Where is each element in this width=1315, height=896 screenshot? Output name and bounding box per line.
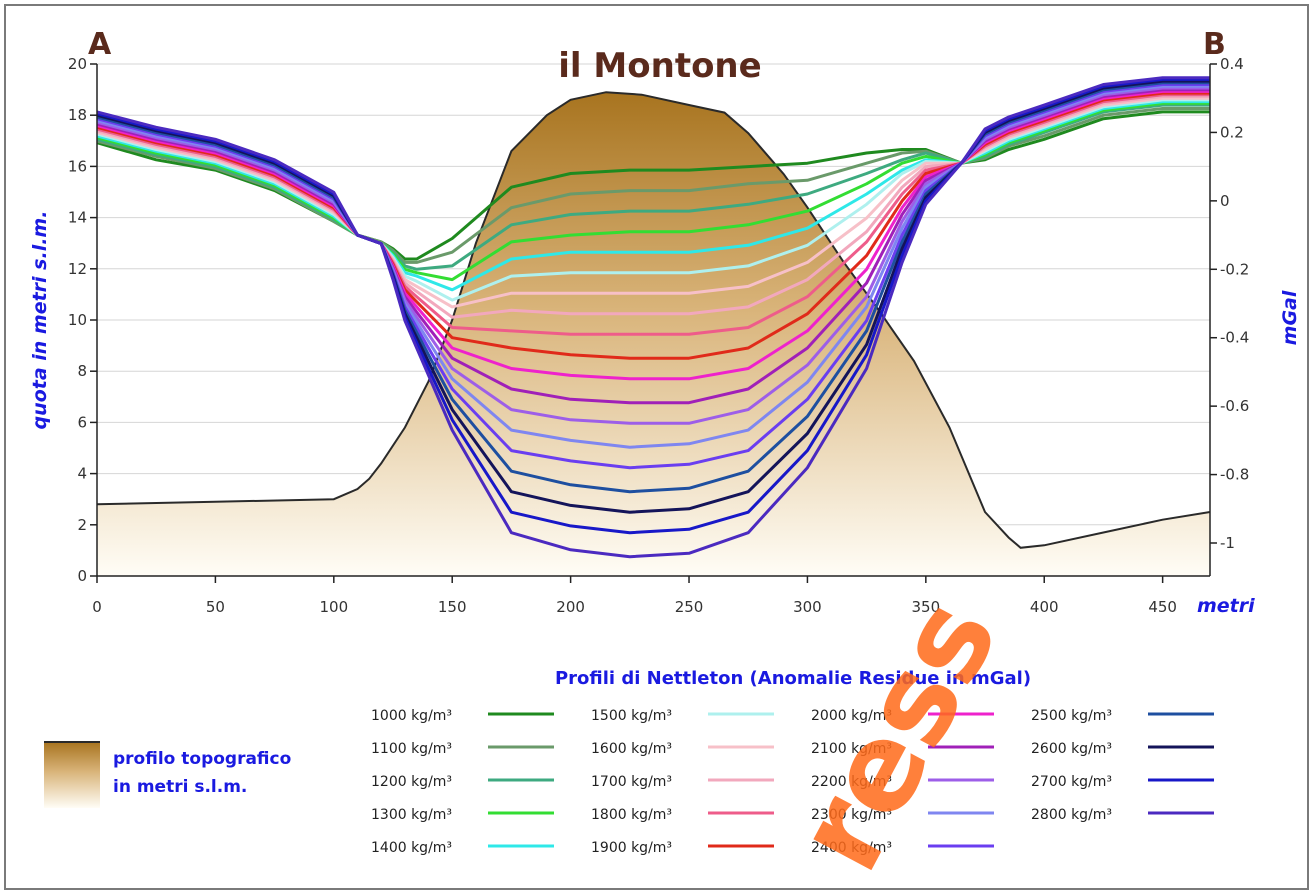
x-tick-label: 400 <box>1030 598 1059 616</box>
legend-entry-label: 1000 kg/m³ <box>371 708 452 724</box>
y-left-tick-label: 4 <box>77 465 87 483</box>
y-axis-right-label: mGal <box>1279 290 1301 345</box>
legend: 1000 kg/m³ 1100 kg/m³ 1200 kg/m³ 1300 kg/m³… <box>371 708 1214 856</box>
legend-entry-label: 1400 kg/m³ <box>371 840 452 856</box>
legend-entry-label: 1300 kg/m³ <box>371 807 452 823</box>
legend-entry-label: 2200 kg/m³ <box>811 774 892 790</box>
y-right-tick-label: 0 <box>1220 192 1230 210</box>
y-right-tick-label: 0.2 <box>1220 123 1244 141</box>
x-tick-label: 250 <box>675 598 704 616</box>
legend-entry-label: 2300 kg/m³ <box>811 807 892 823</box>
x-tick-label: 0 <box>92 598 102 616</box>
legend-entry-label: 2000 kg/m³ <box>811 708 892 724</box>
end-label-b: B <box>1203 27 1226 62</box>
nettleton-profiles <box>96 76 1210 559</box>
x-tick-label: 100 <box>319 598 348 616</box>
x-tick-label: 150 <box>438 598 467 616</box>
y-left-tick-label: 2 <box>77 516 87 534</box>
legend-entry-label: 1500 kg/m³ <box>591 708 672 724</box>
legend-entry-label: 1800 kg/m³ <box>591 807 672 823</box>
legend-entry-label: 1100 kg/m³ <box>371 741 452 757</box>
x-tick-label: 450 <box>1148 598 1177 616</box>
legend-entry-label: 2500 kg/m³ <box>1031 708 1112 724</box>
y-right-tick-label: 0.4 <box>1220 55 1244 73</box>
legend-entry-label: 1200 kg/m³ <box>371 774 452 790</box>
x-tick-label: 200 <box>556 598 585 616</box>
x-tick-label: 350 <box>912 598 941 616</box>
y-right-tick-label: -0.8 <box>1220 466 1249 484</box>
x-tick-label: 50 <box>206 598 225 616</box>
legend-entry-label: 1700 kg/m³ <box>591 774 672 790</box>
legend-entry-label: 2600 kg/m³ <box>1031 741 1112 757</box>
y-left-tick-label: 14 <box>68 209 87 227</box>
legend-entry-label: 1600 kg/m³ <box>591 741 672 757</box>
y-left-tick-label: 10 <box>68 311 87 329</box>
x-axis-label: metri <box>1197 595 1255 617</box>
y-right-tick-label: -0.6 <box>1220 397 1249 415</box>
y-left-tick-label: 20 <box>68 55 87 73</box>
y-left-tick-label: 8 <box>77 362 87 380</box>
chart-title: il Montone <box>558 46 761 86</box>
topography-line <box>96 91 1211 549</box>
x-tick-label: 300 <box>793 598 822 616</box>
axes: 0 2 4 6 8 10 12 14 16 18 20 -1 -0.8 -0.6 -0.4 -0.2 0 0.2 0… <box>68 55 1249 616</box>
end-label-a: A <box>88 27 112 62</box>
topography-legend-line1: profilo topografico <box>113 749 291 769</box>
y-left-tick-label: 6 <box>77 413 87 431</box>
y-right-tick-label: -0.2 <box>1220 260 1249 278</box>
series-line <box>96 76 1210 559</box>
legend-entry-label: 2400 kg/m³ <box>811 840 892 856</box>
topography-legend-line2: in metri s.l.m. <box>113 777 247 797</box>
y-left-tick-label: 16 <box>68 157 87 175</box>
y-right-tick-label: -0.4 <box>1220 329 1249 347</box>
legend-entry-label: 2100 kg/m³ <box>811 741 892 757</box>
y-axis-left-label: quota in metri s.l.m. <box>29 211 51 430</box>
legend-entry-label: 2800 kg/m³ <box>1031 807 1112 823</box>
y-right-tick-label: -1 <box>1220 534 1235 552</box>
legend-entry-label: 2700 kg/m³ <box>1031 774 1112 790</box>
y-left-tick-label: 18 <box>68 106 87 124</box>
legend-title: Profili di Nettleton (Anomalie Residue i… <box>555 668 1031 689</box>
y-left-tick-label: 12 <box>68 260 87 278</box>
topography-legend-swatch <box>44 742 100 808</box>
y-left-tick-label: 0 <box>77 567 87 585</box>
legend-entry-label: 1900 kg/m³ <box>591 840 672 856</box>
